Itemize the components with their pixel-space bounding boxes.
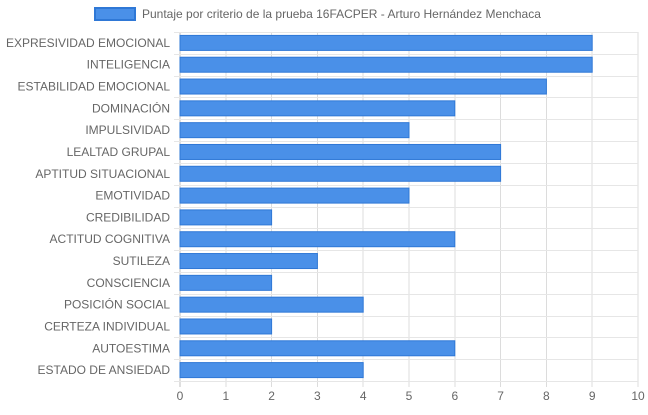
y-tick-label: POSICIÓN SOCIAL [64, 297, 170, 312]
y-tick-label: ACTITUD COGNITIVA [50, 232, 170, 246]
bar[interactable] [179, 78, 547, 95]
bar[interactable] [179, 340, 456, 357]
y-tick-label: EMOTIVIDAD [95, 189, 170, 203]
legend[interactable]: Puntaje por criterio de la prueba 16FACP… [94, 7, 541, 21]
bar[interactable] [179, 187, 410, 204]
legend-swatch[interactable] [94, 7, 136, 21]
bar[interactable] [179, 56, 593, 73]
x-tick-label: 10 [631, 389, 645, 403]
bar[interactable] [179, 209, 273, 226]
y-tick-label: IMPULSIVIDAD [85, 123, 170, 137]
y-tick-label: ESTABILIDAD EMOCIONAL [18, 80, 171, 94]
bar[interactable] [179, 143, 502, 160]
bar[interactable] [179, 274, 273, 291]
y-tick-label: EXPRESIVIDAD EMOCIONAL [6, 36, 170, 50]
y-tick-label: ESTADO DE ANSIEDAD [38, 363, 171, 377]
x-tick-label: 3 [314, 389, 321, 403]
x-tick-label: 5 [406, 389, 413, 403]
bar[interactable] [179, 253, 318, 270]
y-tick-label: CREDIBILIDAD [86, 210, 170, 224]
bar[interactable] [179, 100, 456, 117]
bar[interactable] [179, 362, 364, 379]
bar[interactable] [179, 231, 456, 248]
bar[interactable] [179, 34, 593, 51]
bars [179, 34, 593, 379]
bar[interactable] [179, 122, 410, 139]
bar[interactable] [179, 165, 502, 182]
axes: 0 1 2 3 4 5 6 7 8 9 10 EXPRESIVIDAD EMOCIONAL INTELI… [6, 36, 645, 403]
y-tick-label: INTELIGENCIA [87, 58, 170, 72]
bar[interactable] [179, 318, 273, 335]
x-tick-label: 2 [268, 389, 275, 403]
x-tick-label: 7 [497, 389, 504, 403]
x-tick-label: 1 [222, 389, 229, 403]
x-tick-label: 0 [177, 389, 184, 403]
x-tick-label: 9 [589, 389, 596, 403]
y-tick-label: LEALTAD GRUPAL [67, 145, 171, 159]
y-tick-label: DOMINACIÓN [92, 100, 170, 115]
x-tick-label: 6 [451, 389, 458, 403]
y-tick-label: CONSCIENCIA [87, 276, 170, 290]
y-tick-label: APTITUD SITUACIONAL [35, 167, 170, 181]
y-tick-label: SUTILEZA [113, 254, 170, 268]
x-tick-label: 8 [543, 389, 550, 403]
y-tick-label: CERTEZA INDIVIDUAL [44, 319, 170, 333]
x-tick-label: 4 [360, 389, 367, 403]
legend-label[interactable]: Puntaje por criterio de la prueba 16FACP… [142, 7, 541, 21]
bar[interactable] [179, 296, 364, 313]
y-tick-label: AUTOESTIMA [92, 341, 170, 355]
